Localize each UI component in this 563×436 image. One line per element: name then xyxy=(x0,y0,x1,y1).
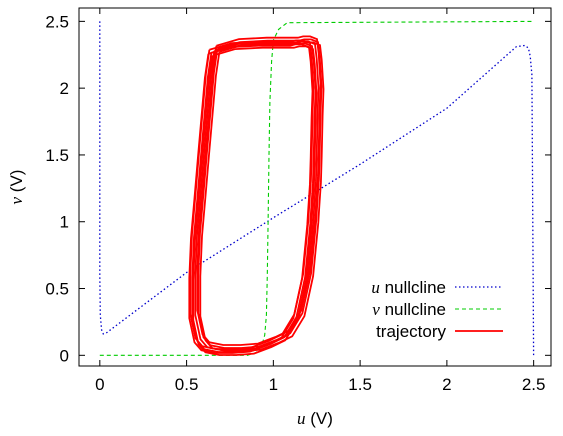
y-tick-label: 1.5 xyxy=(45,146,69,165)
legend-label: v nullcline xyxy=(372,300,446,319)
legend: u nullcline v nullcline trajectory xyxy=(371,278,503,341)
series-layer xyxy=(99,20,535,356)
x-tick-label: 0 xyxy=(95,375,104,394)
series-line-trajectory xyxy=(192,45,318,356)
y-axis-label: v (V) xyxy=(7,170,26,205)
x-tick-label: 2 xyxy=(442,375,451,394)
y-tick-label: 2 xyxy=(60,79,69,98)
ticks-layer: 0 0.5 1 1.5 2 2.5 0 0.5 1 1.5 2 2.5 xyxy=(45,8,551,394)
legend-label: trajectory xyxy=(376,322,446,341)
x-tick-label: 1 xyxy=(269,375,278,394)
legend-label: u nullcline xyxy=(371,278,446,297)
y-tick-label: 1 xyxy=(60,213,69,232)
y-tick-label: 2.5 xyxy=(45,12,69,31)
x-tick-label: 2.5 xyxy=(522,375,546,394)
x-tick-label: 0.5 xyxy=(175,375,199,394)
series-line-v-nullcline xyxy=(99,20,534,356)
series-line-trajectory xyxy=(197,38,323,349)
y-tick-label: 0.5 xyxy=(45,280,69,299)
series-line-trajectory xyxy=(196,35,322,346)
y-tick-label: 0 xyxy=(60,346,69,365)
series-line-trajectory xyxy=(199,41,325,352)
plot-frame xyxy=(78,7,552,367)
x-axis-label: u (V) xyxy=(297,409,333,428)
series-line-u-nullcline xyxy=(99,21,535,356)
x-tick-label: 1.5 xyxy=(348,375,372,394)
series-line-trajectory xyxy=(188,43,314,354)
